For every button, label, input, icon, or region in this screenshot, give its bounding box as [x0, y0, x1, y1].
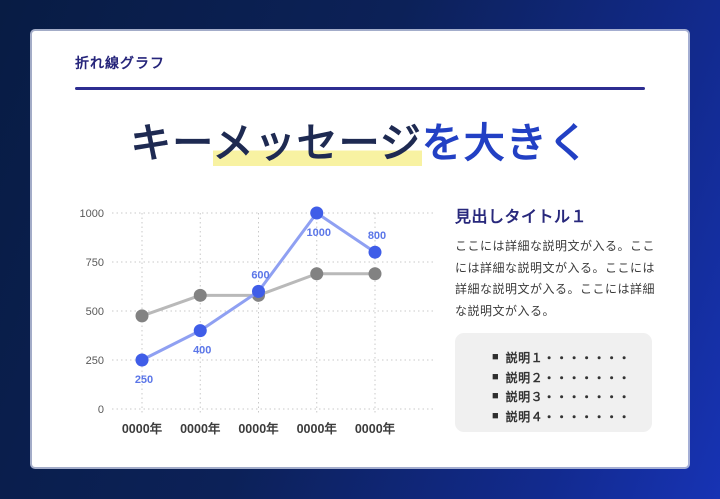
list-item-label: 説明３・・・・・・・: [505, 390, 631, 405]
value-label: 250: [135, 374, 153, 386]
list-item-label: 説明２・・・・・・・: [505, 370, 631, 385]
blue-series-data-point: [135, 353, 149, 367]
y-tick-label: 0: [98, 404, 104, 416]
list-item: ■ 説明２・・・・・・・: [492, 368, 652, 388]
list-item: ■ 説明１・・・・・・・: [492, 348, 652, 368]
value-label: 400: [193, 345, 211, 357]
header-divider: [75, 87, 645, 90]
title-part-2: を大きく: [421, 120, 590, 166]
legend-note-box: ■ 説明１・・・・・・・ ■ 説明２・・・・・・・ ■ 説明３・・・・・・・ ■…: [455, 333, 652, 432]
slide-header-label: 折れ線グラフ: [75, 55, 165, 71]
x-tick-label: 0000年: [355, 421, 396, 436]
slide-card: 折れ線グラフ キーメッセージを大きく 0 250 500 750 1000 0000年 00…: [32, 31, 688, 467]
list-item: ■ 説明３・・・・・・・: [492, 387, 652, 407]
square-bullet-icon: ■: [492, 390, 499, 403]
y-tick-label: 250: [86, 355, 104, 367]
x-tick-label: 0000年: [238, 421, 279, 436]
side-panel: 見出しタイトル１ ここには詳細な説明文が入る。ここには詳細な説明文が入る。ここに…: [455, 203, 656, 432]
panel-description: ここには詳細な説明文が入る。ここには詳細な説明文が入る。ここには詳細な説明文が入…: [455, 239, 656, 318]
value-label: 600: [251, 269, 269, 281]
square-bullet-icon: ■: [492, 409, 499, 422]
gray-series-data-point: [135, 309, 149, 323]
square-bullet-icon: ■: [492, 351, 499, 364]
line-chart-area: 0 250 500 750 1000 0000年 0000年 0000年 0000年 0000年 2…: [60, 190, 440, 440]
x-tick-label: 0000年: [122, 421, 163, 436]
value-label: 1000: [307, 227, 331, 239]
x-tick-label: 0000年: [180, 421, 221, 436]
gray-series-data-point: [310, 267, 324, 281]
blue-series-data-point: [252, 284, 265, 298]
list-item: ■ 説明４・・・・・・・: [492, 407, 652, 427]
title-highlighted-part: メッセージ: [212, 120, 422, 166]
x-tick-label: 0000年: [297, 421, 338, 436]
value-label: 800: [368, 230, 386, 242]
title-part-1: キー: [130, 120, 213, 166]
blue-series-data-point: [310, 206, 324, 220]
y-tick-label: 1000: [80, 208, 104, 220]
y-tick-label: 750: [86, 257, 104, 269]
line-chart: 0 250 500 750 1000 0000年 0000年 0000年 0000年 0000年 2…: [80, 206, 433, 436]
list-item-label: 説明４・・・・・・・: [505, 409, 631, 424]
list-item-label: 説明１・・・・・・・: [505, 351, 631, 366]
blue-series-data-point: [193, 324, 207, 338]
panel-heading: 見出しタイトル１: [455, 209, 588, 226]
y-tick-label: 500: [86, 306, 104, 318]
blue-series-data-point: [368, 245, 382, 259]
gray-series-data-point: [368, 267, 382, 281]
square-bullet-icon: ■: [492, 370, 499, 383]
gray-series-data-point: [193, 288, 207, 302]
key-message-title: キーメッセージを大きく: [32, 117, 688, 170]
